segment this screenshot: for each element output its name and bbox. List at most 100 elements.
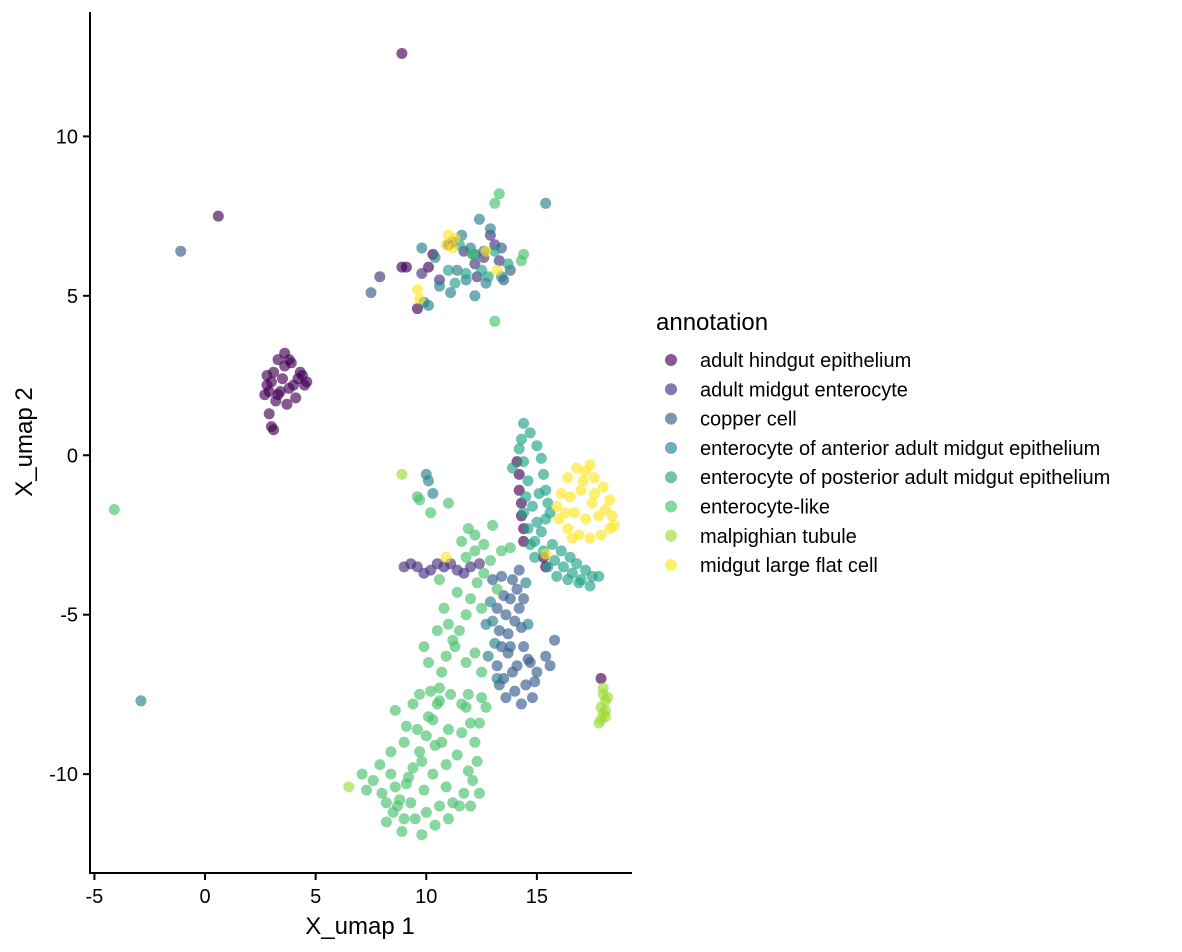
data-point [456, 727, 468, 739]
data-point [135, 695, 147, 707]
data-point [478, 539, 490, 550]
data-point [566, 532, 578, 544]
data-point [447, 242, 459, 254]
data-point [487, 519, 499, 531]
data-point [524, 427, 536, 439]
data-point [473, 717, 485, 729]
data-point [504, 542, 516, 554]
data-point [467, 248, 479, 260]
data-point [600, 504, 611, 515]
data-point [414, 688, 426, 700]
data-point [268, 366, 280, 378]
data-point [403, 771, 415, 783]
data-point [465, 593, 476, 605]
data-point [409, 813, 421, 825]
data-point [396, 826, 408, 837]
data-point [571, 558, 583, 570]
data-point [473, 558, 485, 570]
data-point [407, 698, 419, 710]
data-point [392, 800, 403, 812]
data-point [429, 819, 441, 831]
y-axis-title: X_umap 2 [11, 387, 38, 496]
data-point [562, 472, 574, 484]
data-point [290, 392, 302, 404]
data-point [513, 443, 525, 455]
data-point [511, 660, 523, 672]
data-point [509, 615, 521, 627]
y-tick-label: 5 [67, 286, 78, 308]
data-point [376, 787, 388, 799]
data-point [458, 567, 470, 579]
data-point [460, 657, 472, 668]
legend-marker [665, 412, 677, 425]
data-point [416, 242, 428, 254]
data-point [520, 491, 532, 503]
data-point [469, 290, 481, 302]
data-point [389, 781, 401, 793]
data-point [538, 468, 549, 480]
data-point [500, 609, 512, 621]
data-point [431, 625, 443, 637]
data-point [434, 695, 445, 707]
data-point [515, 698, 527, 710]
data-point [407, 762, 419, 774]
data-point [520, 679, 532, 691]
data-point [602, 692, 614, 704]
data-point [440, 781, 452, 793]
data-point [453, 625, 465, 637]
legend-marker [665, 559, 677, 572]
data-point [502, 258, 514, 270]
data-point [283, 354, 295, 366]
data-point [434, 280, 445, 292]
data-point [420, 730, 432, 742]
data-point [575, 484, 587, 496]
data-point [513, 564, 525, 576]
x-tick-label: 10 [415, 886, 437, 908]
data-point [434, 682, 445, 694]
data-point [456, 698, 468, 710]
data-point [487, 574, 499, 586]
data-point [418, 784, 430, 796]
data-point [526, 692, 538, 704]
data-point [489, 197, 501, 209]
data-point [418, 641, 430, 653]
data-point [518, 417, 530, 429]
data-point [416, 755, 428, 767]
data-point [551, 570, 563, 582]
data-point [515, 433, 527, 445]
legend-marker [665, 471, 677, 484]
data-point [595, 529, 607, 541]
data-point [427, 768, 439, 780]
data-point [535, 526, 547, 538]
data-point [365, 287, 377, 299]
data-point [504, 593, 516, 605]
data-point [480, 245, 492, 257]
data-point [423, 299, 434, 311]
data-point [595, 673, 607, 684]
data-point [562, 523, 574, 535]
data-point [496, 545, 507, 557]
data-point [584, 459, 596, 471]
legend-label: adult midgut enterocyte [700, 379, 908, 401]
data-point [586, 497, 598, 509]
data-point [542, 497, 554, 509]
data-point [374, 759, 386, 771]
data-point [405, 558, 417, 570]
x-axis-title: X_umap 1 [305, 913, 414, 940]
data-point [385, 768, 397, 780]
legend-marker [665, 500, 677, 513]
data-point [431, 558, 443, 570]
data-point [473, 787, 485, 799]
data-point [398, 736, 410, 748]
data-point [551, 500, 563, 512]
data-point [400, 720, 412, 732]
legend-marker [665, 529, 677, 542]
data-point [540, 548, 552, 560]
data-point [480, 618, 492, 630]
data-point [434, 574, 445, 586]
data-point [480, 701, 492, 713]
data-point [502, 628, 514, 640]
data-point [469, 545, 481, 557]
data-point [263, 408, 275, 420]
data-point [398, 813, 410, 825]
